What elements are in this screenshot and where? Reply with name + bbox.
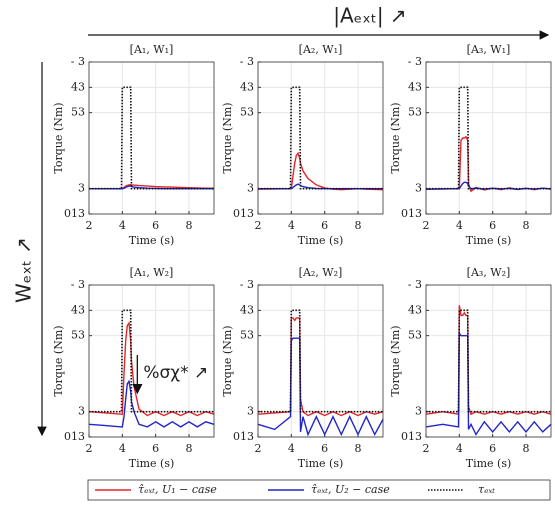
x-tick-label: 2 <box>86 442 93 455</box>
y-tick-label: 43 <box>240 303 254 316</box>
series-line <box>89 86 214 190</box>
y-tick-label: 013 <box>233 207 254 220</box>
y-axis-label: Torque (Nm) <box>221 102 234 173</box>
y-tick-label: 3 <box>247 182 254 195</box>
x-tick-label: 4 <box>456 442 463 455</box>
y-tick-label: 013 <box>401 207 422 220</box>
subplot-title: [A₂, W₂] <box>299 266 343 279</box>
y-tick-label: 3 <box>78 405 85 418</box>
y-tick-label: 3 <box>415 405 422 418</box>
x-axis-label: Time (s) <box>466 234 512 247</box>
subplot-title: [A₁, W₂] <box>130 266 174 279</box>
y-tick-label: 53 <box>240 329 254 342</box>
y-tick-label: 013 <box>233 430 254 443</box>
y-tick-label: 43 <box>240 80 254 93</box>
y-axis-label: Torque (Nm) <box>389 102 402 173</box>
y-tick-label: 53 <box>71 329 85 342</box>
x-axis-label: Time (s) <box>129 234 175 247</box>
subplot-title: [A₃, W₂] <box>467 266 511 279</box>
y-tick-label: 53 <box>71 106 85 119</box>
y-axis-label: Torque (Nm) <box>221 325 234 396</box>
x-axis-label: Time (s) <box>129 457 175 470</box>
x-tick-label: 6 <box>321 219 328 232</box>
x-tick-label: 8 <box>523 219 530 232</box>
x-axis-label: Time (s) <box>466 457 512 470</box>
plot-frame <box>425 61 552 215</box>
x-tick-label: 4 <box>456 219 463 232</box>
subplot-title: [A₁, W₁] <box>130 43 174 56</box>
subplot-title: [A₃, W₁] <box>467 43 511 56</box>
y-tick-label: 3 <box>78 182 85 195</box>
x-axis-label: Time (s) <box>298 234 344 247</box>
y-axis-label: Torque (Nm) <box>52 102 65 173</box>
legend-label: τ̂ₑₓₜ, U₁ − case <box>138 483 217 496</box>
y-tick-label: 43 <box>71 303 85 316</box>
x-tick-label: 4 <box>288 442 295 455</box>
x-tick-label: 4 <box>119 442 126 455</box>
x-tick-label: 4 <box>288 219 295 232</box>
x-tick-label: 6 <box>321 442 328 455</box>
y-tick-label: 43 <box>408 303 422 316</box>
y-tick-label: 3 <box>247 405 254 418</box>
y-tick-label: - 3 <box>71 278 85 291</box>
plot-area <box>258 62 383 214</box>
series-line <box>258 86 383 190</box>
x-tick-label: 8 <box>523 442 530 455</box>
y-tick-label: 43 <box>408 80 422 93</box>
series-line <box>425 330 552 436</box>
x-tick-label: 8 <box>186 219 193 232</box>
y-tick-label: 53 <box>240 106 254 119</box>
legend-label: τ̂ₑₓₜ, U₂ − case <box>311 483 390 496</box>
legend-label: τₑₓₜ <box>478 483 495 496</box>
y-tick-label: 013 <box>401 430 422 443</box>
x-tick-label: 2 <box>423 219 430 232</box>
plot-frame <box>257 284 384 438</box>
series-line <box>426 309 551 413</box>
y-axis-label: Torque (Nm) <box>389 325 402 396</box>
series-line <box>257 337 384 437</box>
plot-area <box>89 62 214 214</box>
x-axis-label: Time (s) <box>298 457 344 470</box>
series-line <box>258 309 383 413</box>
x-tick-label: 6 <box>489 442 496 455</box>
annotation: |Aₑₓₜ| ↗ <box>333 4 406 28</box>
x-tick-label: 8 <box>355 442 362 455</box>
plot-frame <box>425 284 552 438</box>
series-line <box>425 305 552 416</box>
x-tick-label: 2 <box>86 219 93 232</box>
x-tick-label: 4 <box>119 219 126 232</box>
y-tick-label: 53 <box>408 106 422 119</box>
y-tick-label: - 3 <box>240 278 254 291</box>
x-tick-label: 6 <box>152 219 159 232</box>
y-tick-label: 3 <box>415 182 422 195</box>
y-tick-label: 013 <box>64 430 85 443</box>
legend <box>87 479 551 501</box>
x-tick-label: 8 <box>355 219 362 232</box>
y-tick-label: - 3 <box>71 55 85 68</box>
x-tick-label: 2 <box>423 442 430 455</box>
series-line <box>426 86 551 190</box>
x-tick-label: 8 <box>186 442 193 455</box>
plot-frame <box>257 61 384 215</box>
series-line <box>89 309 214 413</box>
y-tick-label: - 3 <box>408 278 422 291</box>
plot-frame <box>88 284 215 438</box>
y-tick-label: - 3 <box>240 55 254 68</box>
subplot-title: [A₂, W₁] <box>299 43 343 56</box>
plot-frame <box>88 61 215 215</box>
x-tick-label: 6 <box>489 219 496 232</box>
annotation: %σχ* ↗ <box>143 363 208 383</box>
y-tick-label: - 3 <box>408 55 422 68</box>
y-tick-label: 53 <box>408 329 422 342</box>
y-axis-label: Torque (Nm) <box>52 325 65 396</box>
x-tick-label: 2 <box>255 442 262 455</box>
y-tick-label: 013 <box>64 207 85 220</box>
x-tick-label: 6 <box>152 442 159 455</box>
y-tick-label: 43 <box>71 80 85 93</box>
x-tick-label: 2 <box>255 219 262 232</box>
plot-area <box>426 62 551 214</box>
annotation: Wₑₓₜ ↗ <box>12 237 36 303</box>
